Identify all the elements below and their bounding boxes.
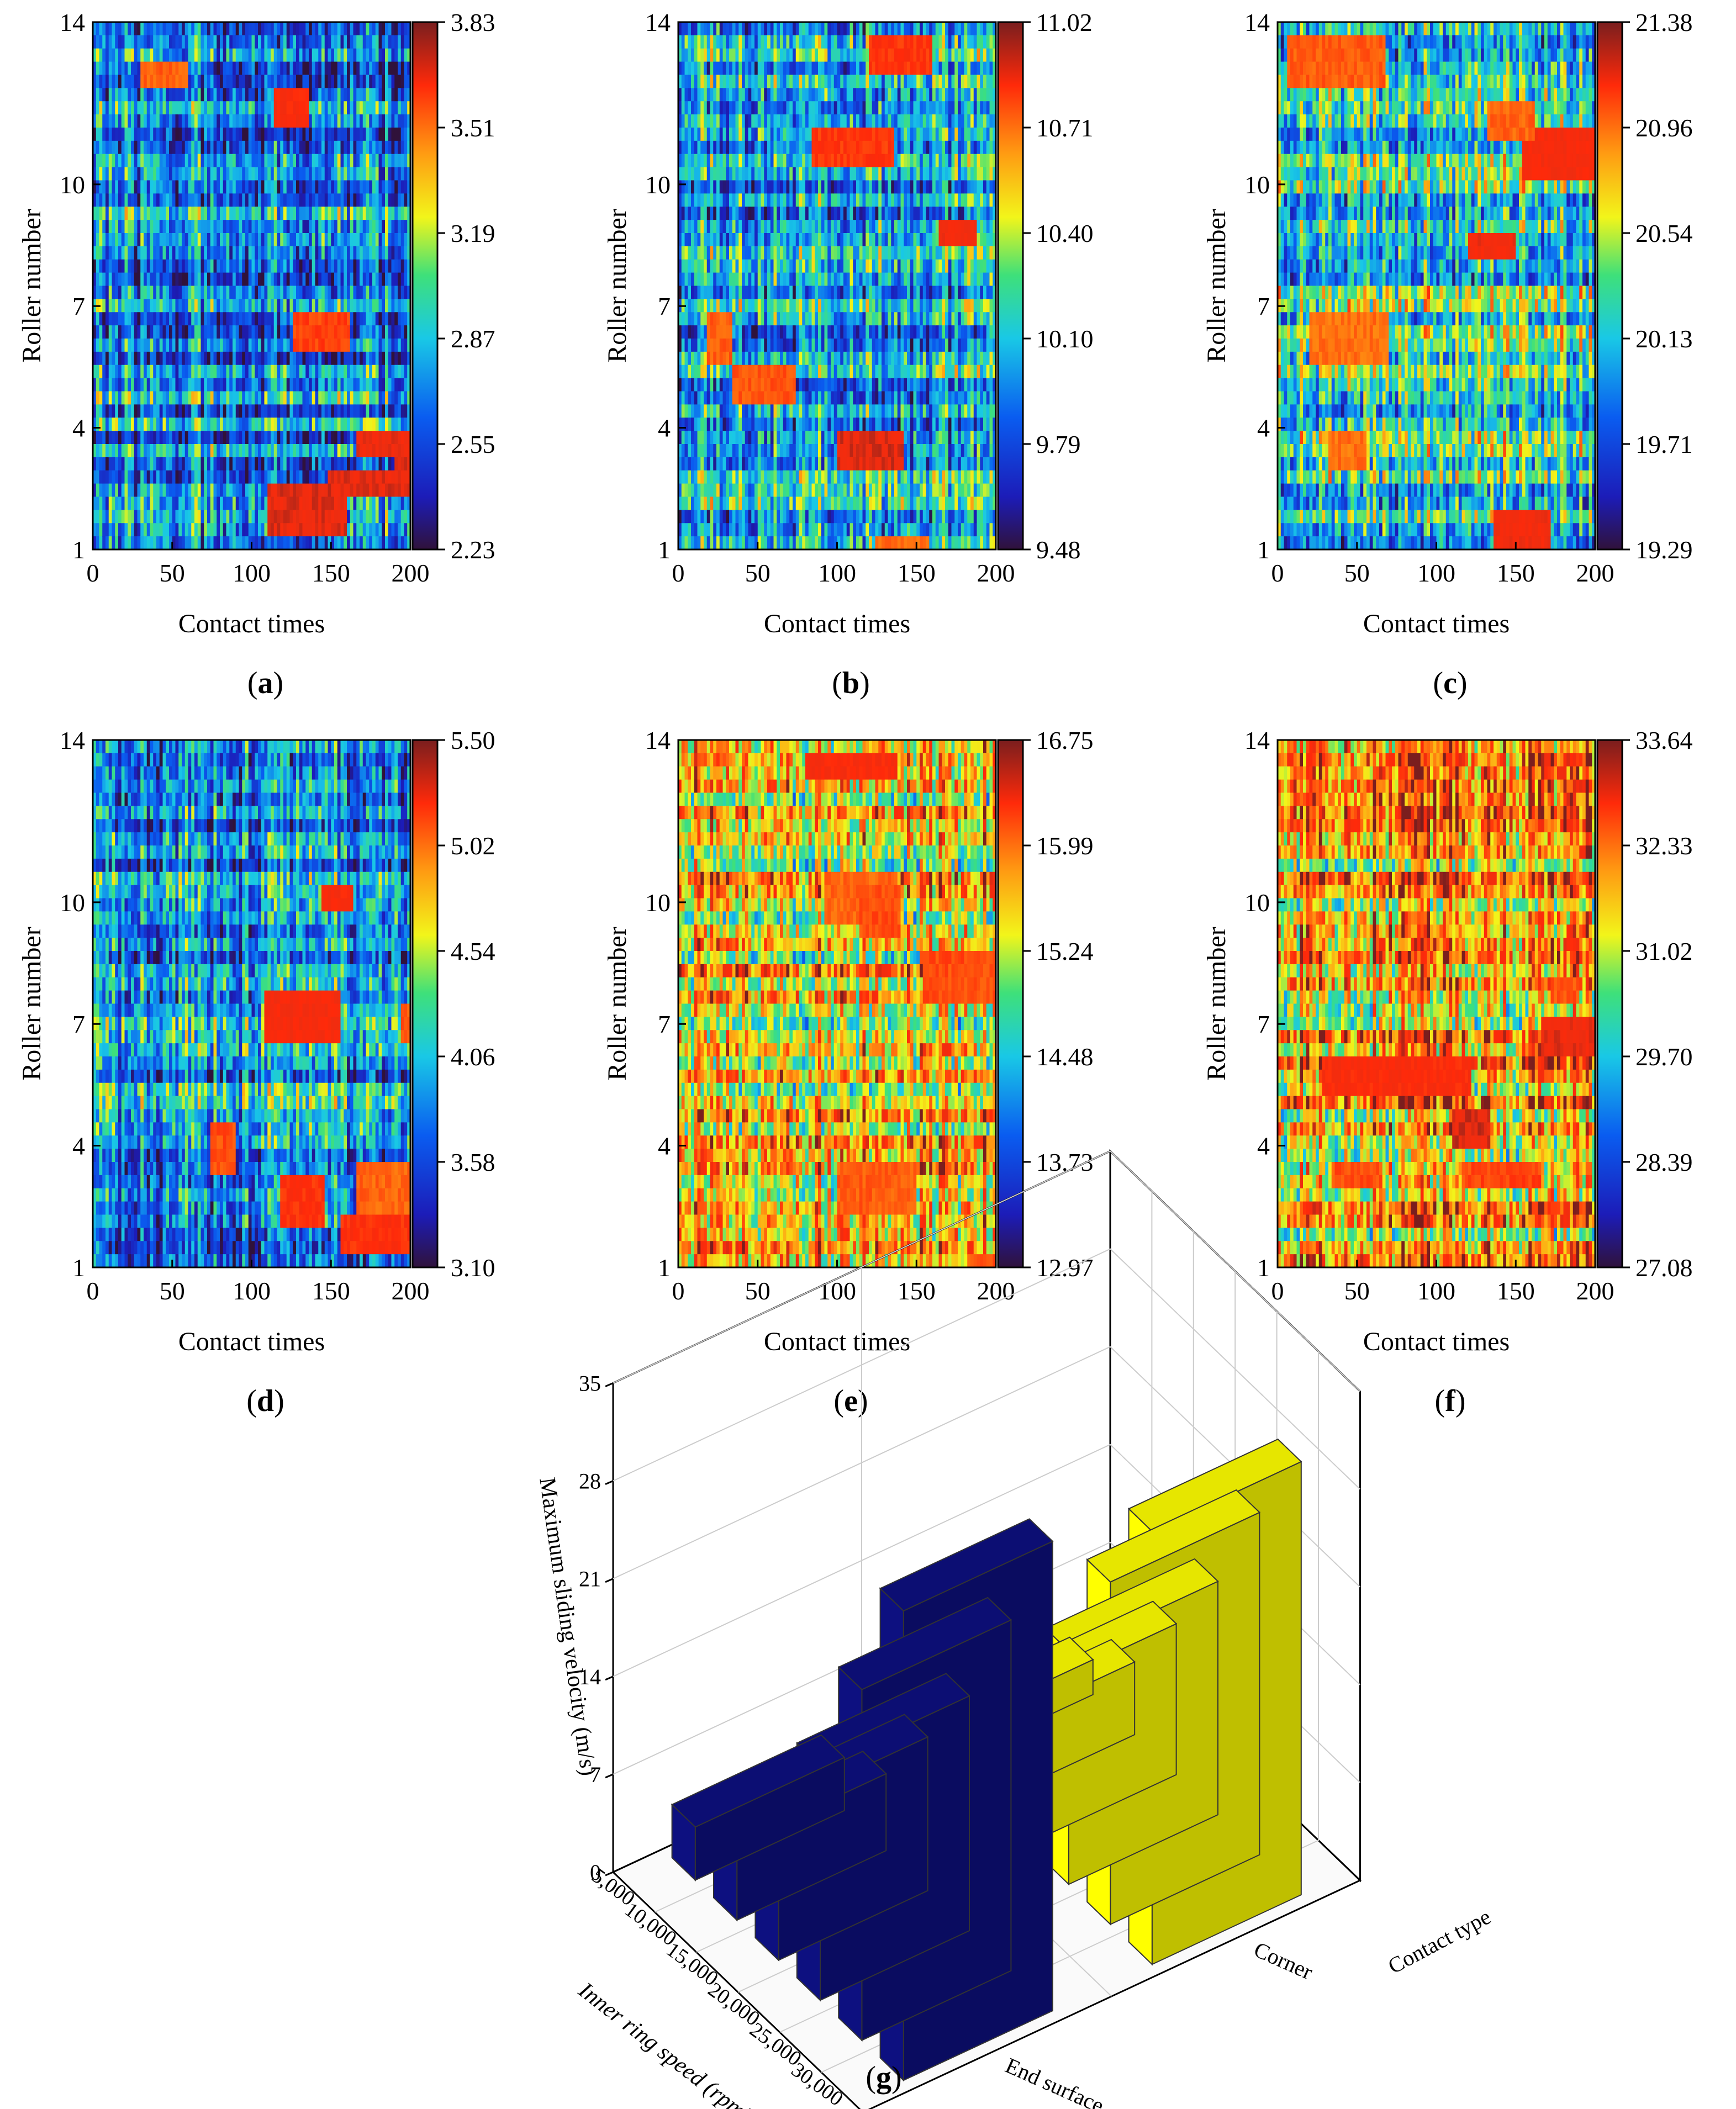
x-tick-label: 0 — [1271, 559, 1284, 587]
z-tick — [605, 1382, 614, 1387]
z-tick — [605, 1773, 614, 1779]
x-tick-label: 100 — [233, 559, 271, 587]
x-axis-label: Contact times — [178, 609, 325, 638]
heatmap-cells-b — [678, 22, 996, 550]
y-tick-label: 7 — [1257, 292, 1270, 320]
y-tick-label: 14 — [1244, 8, 1270, 36]
colorbar-tick-label: 11.02 — [1036, 8, 1093, 36]
x-axis-label: Contact times — [764, 609, 910, 638]
x-tick-label: 50 — [1344, 559, 1370, 587]
colorbar-tick-label: 2.55 — [451, 430, 495, 458]
x-tick-label: 0 — [87, 1277, 99, 1305]
y-tick-label: 10 — [60, 171, 85, 199]
z-tick-label: 28 — [579, 1469, 601, 1494]
y-axis-label: Roller number — [1202, 209, 1231, 363]
colorbar — [997, 21, 1024, 551]
panel-label: (g) — [866, 2060, 901, 2095]
y-axis-label: Roller number — [17, 209, 46, 363]
y-tick-label: 1 — [72, 536, 85, 564]
x-tick-label: 150 — [898, 559, 936, 587]
colorbar-tick-label: 2.87 — [451, 325, 495, 353]
y-tick-label: 7 — [72, 292, 85, 320]
z-tick — [605, 1675, 614, 1681]
y-tick-label: 4 — [1257, 414, 1270, 442]
x-tick-label: 0 — [87, 559, 99, 587]
colorbar-tick-label: 3.19 — [451, 219, 495, 247]
y-tick-label: 1 — [658, 536, 671, 564]
y-tick-label: 10 — [1244, 171, 1270, 199]
x-tick-label: 200 — [977, 559, 1015, 587]
x-tick-label: 100 — [1417, 559, 1455, 587]
heatmap-cells-d — [93, 740, 411, 1268]
x-tick-label: 0 — [672, 559, 685, 587]
heatmap-cells-a — [93, 22, 411, 550]
grid-line — [613, 1150, 1361, 1392]
y-tick-label: 10 — [645, 171, 671, 199]
y-tick-label: End surface — [1002, 2053, 1108, 2109]
colorbar-tick-label: 3.51 — [451, 114, 495, 142]
colorbar-tick-label: 10.71 — [1036, 114, 1094, 142]
x-tick-label: 200 — [1576, 559, 1614, 587]
y-tick-label: 14 — [60, 8, 85, 36]
y-axis-label: Roller number — [603, 209, 632, 363]
colorbar-tick-label: 20.54 — [1635, 219, 1693, 247]
z-tick — [605, 1480, 614, 1485]
y-tick-label: 7 — [658, 292, 671, 320]
colorbar-tick-label: 10.10 — [1036, 325, 1094, 353]
x-tick-label: 100 — [818, 559, 856, 587]
colorbar-tick-label: 19.29 — [1635, 536, 1693, 564]
panel-label: (a) — [247, 666, 283, 700]
colorbar-tick-label: 9.79 — [1036, 430, 1081, 458]
x-tick-label: 50 — [160, 559, 185, 587]
panel-label: (b) — [832, 666, 869, 700]
z-axis-label: Maximum sliding velocity (m/s) — [534, 1476, 601, 1777]
colorbar-tick-label: 2.23 — [451, 536, 495, 564]
colorbar — [1596, 21, 1623, 551]
colorbar-tick-label: 21.38 — [1635, 8, 1693, 36]
y-axis-label: Contact type — [1384, 1904, 1495, 1979]
colorbar — [411, 21, 439, 551]
x-tick-label: 150 — [1497, 559, 1535, 587]
x-tick-label: 100 — [233, 1277, 271, 1305]
colorbar-tick-label: 9.48 — [1036, 536, 1081, 564]
colorbar-tick-label: 3.83 — [451, 8, 495, 36]
y-tick-label: 4 — [658, 414, 671, 442]
panel-label: (c) — [1433, 666, 1467, 700]
colorbar-tick-label: 20.96 — [1635, 114, 1693, 142]
x-tick-label: 150 — [312, 559, 350, 587]
x-tick-label: 200 — [392, 559, 430, 587]
y-tick-label: 14 — [645, 8, 671, 36]
y-tick-label: Corner — [1250, 1937, 1317, 1984]
y-tick-label: 1 — [1257, 536, 1270, 564]
colorbar-tick-label: 19.71 — [1635, 430, 1693, 458]
colorbar-tick-label: 10.40 — [1036, 219, 1094, 247]
x-tick-label: 50 — [160, 1277, 185, 1305]
z-tick — [605, 1578, 614, 1583]
z-tick-label: 35 — [579, 1371, 601, 1396]
x-tick-label: 50 — [745, 559, 771, 587]
x-axis-label: Contact times — [1363, 609, 1510, 638]
colorbar-tick-label: 20.13 — [1635, 325, 1693, 353]
heatmap-cells-c — [1278, 22, 1596, 550]
y-tick-label: 4 — [72, 414, 85, 442]
z-tick-label: 21 — [579, 1567, 601, 1592]
x-tick-label: 150 — [312, 1277, 350, 1305]
